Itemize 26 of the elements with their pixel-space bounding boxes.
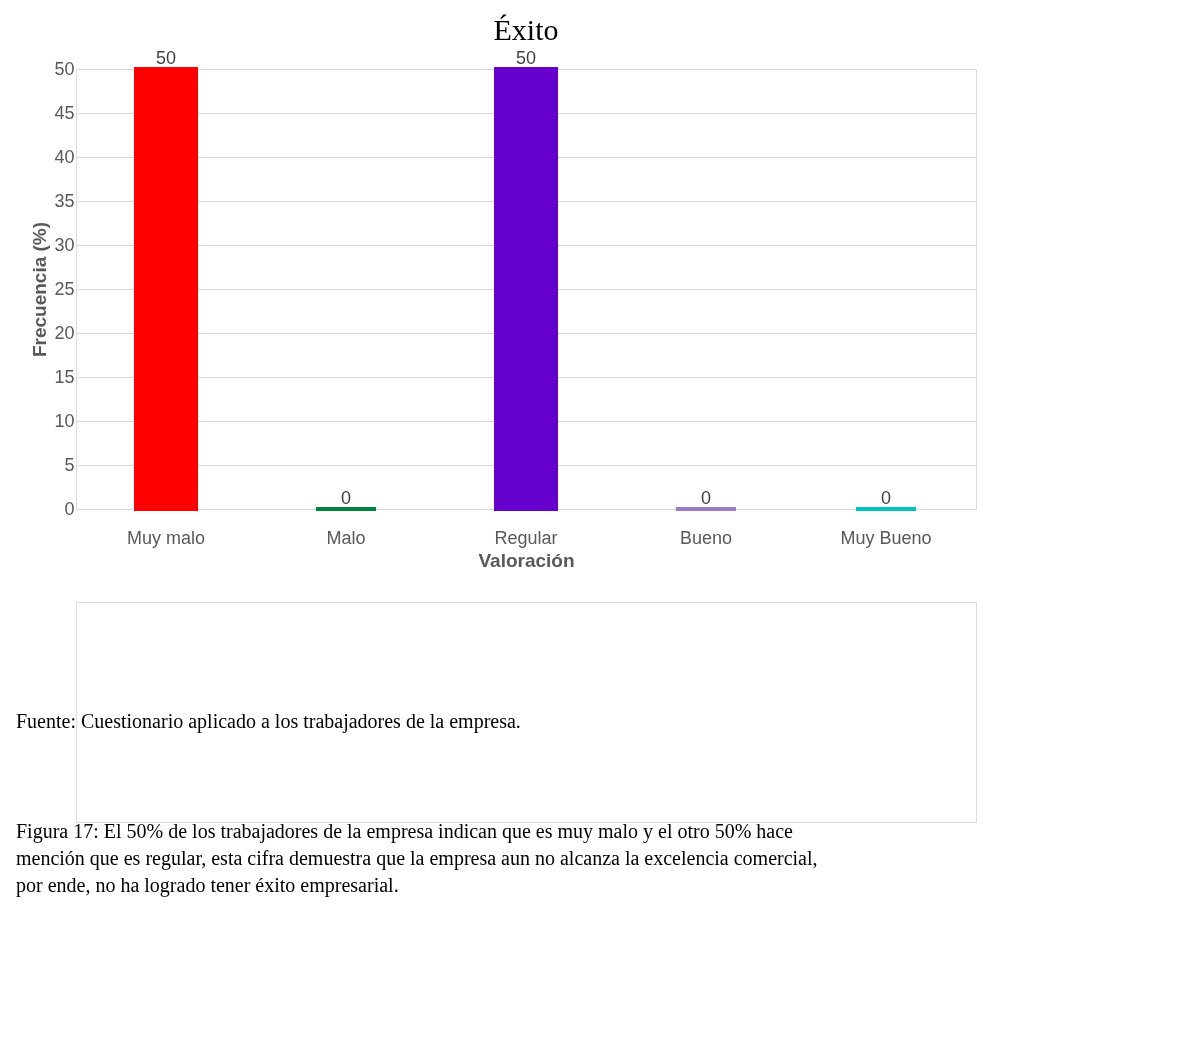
y-tick-label: 0 bbox=[64, 498, 75, 519]
data-label: 0 bbox=[700, 488, 712, 508]
data-label: 50 bbox=[515, 48, 537, 68]
data-label: 50 bbox=[155, 48, 177, 68]
y-tick-label: 40 bbox=[54, 146, 75, 167]
x-tick-label: Regular bbox=[494, 527, 558, 548]
x-tick-label: Bueno bbox=[679, 527, 733, 548]
source-note: Fuente: Cuestionario aplicado a los trabajadores de la empresa. bbox=[16, 710, 521, 733]
data-label: 0 bbox=[880, 488, 892, 508]
y-tick-label: 10 bbox=[54, 410, 75, 431]
y-tick-label: 30 bbox=[54, 234, 75, 255]
y-tick-label: 50 bbox=[54, 58, 75, 79]
y-tick-label: 15 bbox=[54, 366, 75, 387]
data-label: 0 bbox=[340, 488, 352, 508]
x-tick-label: Muy malo bbox=[126, 527, 206, 548]
y-axis-title: Frecuencia (%) bbox=[29, 221, 51, 358]
x-axis-title: Valoración bbox=[478, 549, 575, 571]
text: Figura 17: El 50% de los trabajadores de la empresa indican que es muy malo y el otro 50% hace mención que es regular, esta cifra demuestra que la empresa aun no alcanza la excelencia comercial, por ende, no ha logrado tener éxito empresarial. bbox=[16, 820, 818, 897]
x-tick-label: Malo bbox=[326, 527, 366, 548]
y-tick-label: 25 bbox=[54, 278, 75, 299]
y-tick-label: 5 bbox=[64, 454, 75, 475]
chart-title: Éxito bbox=[493, 13, 559, 46]
y-tick-label: 45 bbox=[54, 102, 75, 123]
y-tick-label: 20 bbox=[54, 322, 75, 343]
y-tick-label: 35 bbox=[54, 190, 75, 211]
x-tick-label: Muy Bueno bbox=[840, 527, 932, 548]
